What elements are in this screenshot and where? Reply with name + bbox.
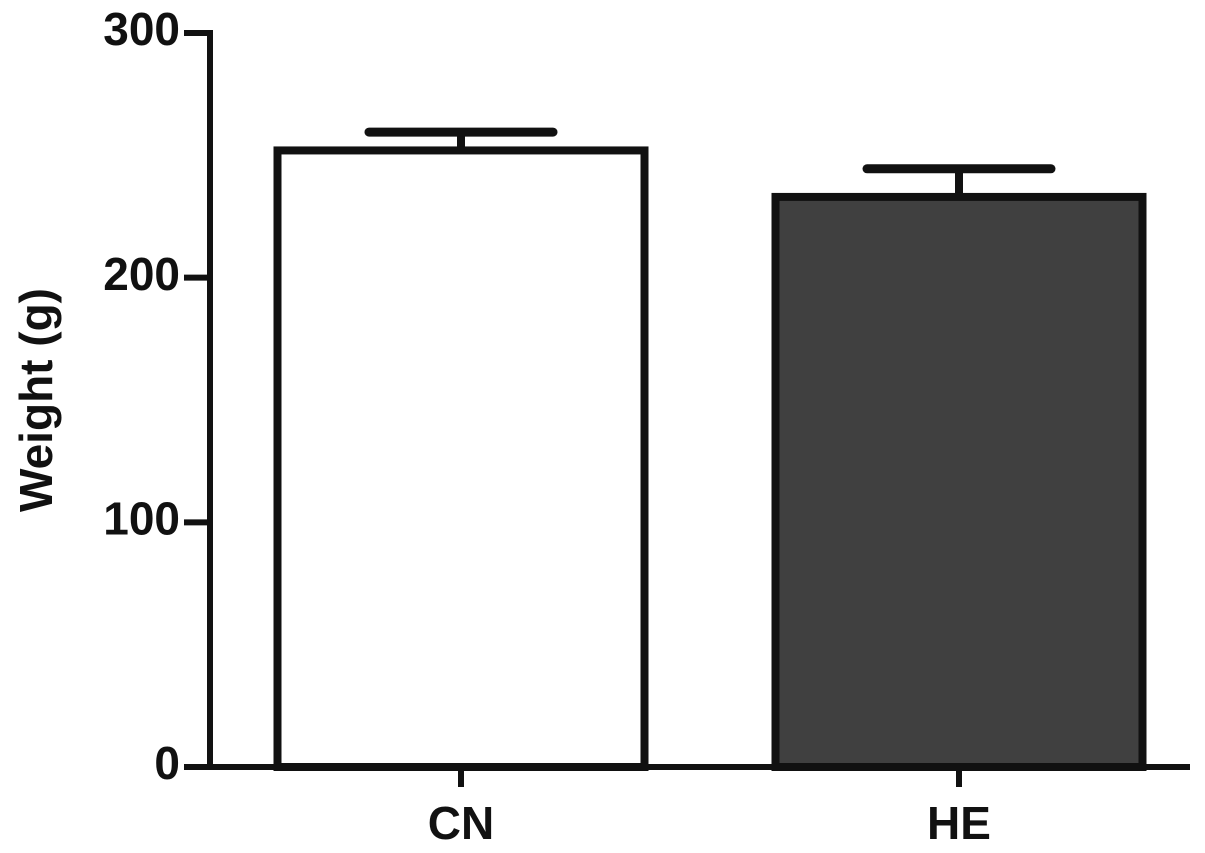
bar (273, 146, 649, 771)
x-tick-label: HE (927, 797, 991, 849)
y-tick-label: 300 (103, 3, 180, 55)
bar (771, 192, 1147, 771)
y-tick-label: 0 (154, 737, 180, 789)
y-tick-label: 200 (103, 248, 180, 300)
x-tick-label: CN (428, 797, 494, 849)
y-tick-label: 100 (103, 492, 180, 544)
y-axis-label: Weight (g) (10, 288, 62, 512)
